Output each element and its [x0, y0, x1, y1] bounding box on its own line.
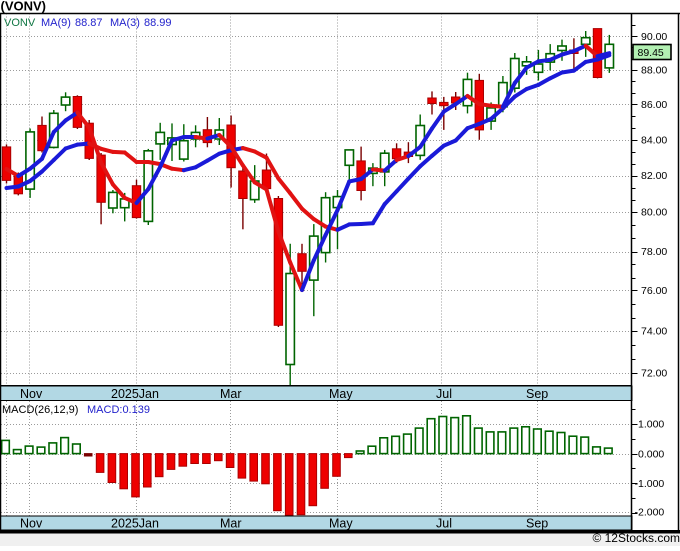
svg-text:Jul: Jul [436, 387, 452, 401]
svg-text:2025Jan: 2025Jan [111, 517, 159, 531]
svg-text:MA(9): MA(9) [41, 17, 71, 29]
svg-text:86.00: 86.00 [641, 99, 667, 111]
svg-text:0.000: 0.000 [638, 448, 664, 460]
svg-text:1.000: 1.000 [638, 419, 664, 431]
svg-text:-1.000: -1.000 [635, 478, 665, 490]
svg-text:80.00: 80.00 [641, 207, 667, 219]
svg-text:Mar: Mar [220, 387, 242, 401]
svg-text:74.00: 74.00 [641, 326, 667, 338]
svg-text:Mar: Mar [220, 517, 242, 531]
svg-text:88.00: 88.00 [641, 65, 667, 77]
svg-text:2025Jan: 2025Jan [111, 387, 159, 401]
svg-text:© 12Stocks.com: © 12Stocks.com [592, 531, 680, 545]
svg-text:(VONV): (VONV) [1, 0, 47, 14]
svg-text:-2.000: -2.000 [635, 507, 665, 519]
svg-text:Sep: Sep [526, 517, 548, 531]
svg-text:76.00: 76.00 [641, 285, 667, 297]
svg-text:Nov: Nov [20, 517, 43, 531]
svg-text:Nov: Nov [20, 387, 43, 401]
svg-text:78.00: 78.00 [641, 246, 667, 258]
svg-text:Jul: Jul [436, 517, 452, 531]
svg-text:May: May [329, 387, 353, 401]
svg-text:84.00: 84.00 [641, 134, 667, 146]
svg-text:72.00: 72.00 [641, 368, 667, 380]
svg-text:88.99: 88.99 [144, 17, 172, 29]
svg-text:MACD(26,12,9): MACD(26,12,9) [2, 404, 78, 416]
svg-text:89.45: 89.45 [638, 47, 664, 59]
svg-text:May: May [329, 517, 353, 531]
svg-text:VONV: VONV [4, 17, 36, 29]
svg-text:88.87: 88.87 [75, 17, 103, 29]
svg-text:90.00: 90.00 [641, 31, 667, 43]
svg-text:Sep: Sep [526, 387, 548, 401]
svg-text:MA(3): MA(3) [110, 17, 140, 29]
svg-text:MACD:0.139: MACD:0.139 [87, 404, 150, 416]
svg-text:82.00: 82.00 [641, 170, 667, 182]
